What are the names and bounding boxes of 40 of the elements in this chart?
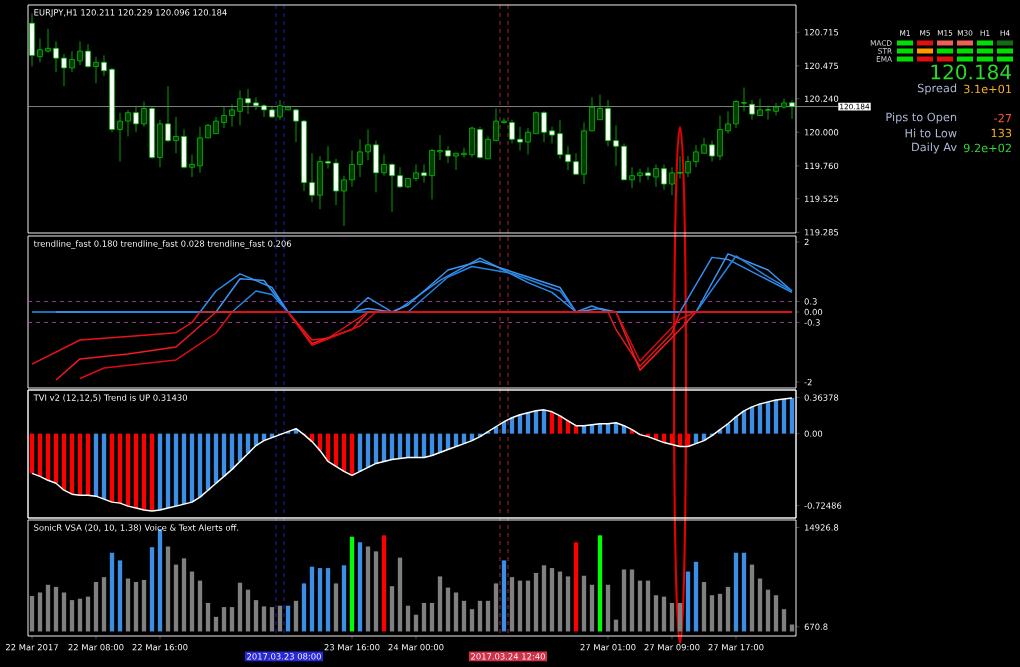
text: 120.184	[931, 64, 1011, 80]
text: Pips to Open	[886, 112, 957, 124]
x-tick-label: 22 Mar 2017	[5, 644, 58, 651]
x-tick-label: 22 Mar 16:00	[132, 644, 188, 651]
y-tick-label: 120.240	[804, 95, 839, 102]
y-tick-label: 0.36378	[804, 394, 839, 401]
y-tick-label: 2	[804, 238, 809, 246]
y-tick-label: -0.72486	[804, 502, 842, 509]
y-tick-label: 119.760	[804, 162, 839, 170]
y-tick-label: 120.475	[804, 62, 839, 70]
x-tick-label: 24 Mar 00:00	[388, 644, 444, 651]
chart-title: SonicR VSA (20, 10, 1.38) Voice & Text Alerts off.	[34, 524, 239, 532]
text: trendline_fast 0.180 trendline_fast 0.028 trendline_fast 0.206	[33, 240, 292, 249]
text: 3.1e+01	[964, 84, 1012, 94]
chart-title: EURJPY,H1 120.211 120.229 120.096 120.184	[34, 9, 227, 18]
y-tick-label: 670.8	[804, 623, 828, 630]
x-tick-label: 27 Mar 17:00	[708, 644, 764, 651]
y-tick-label: 0.00	[804, 308, 823, 316]
y-tick-label: 119.285	[804, 229, 839, 236]
text: Hi to Low	[905, 128, 957, 138]
y-tick-label: 0.00	[804, 430, 823, 437]
text: 2017.03.23 08:00	[247, 653, 321, 660]
y-tick-label: 120.715	[804, 29, 839, 36]
y-tick-label: -0.3	[804, 319, 820, 326]
y-tick-label: 14926.8	[804, 524, 839, 531]
text: 9.2e+02	[963, 143, 1011, 153]
text: 133	[991, 128, 1012, 138]
y-tick-label: -2	[804, 378, 812, 386]
text: Spread	[917, 83, 957, 95]
text: -27	[994, 113, 1012, 123]
chart-title: TVI v2 (12,12,5) Trend is UP 0.31430	[33, 394, 187, 402]
y-tick-label: 119.525	[804, 195, 839, 202]
text: 2017.03.24 12:40	[471, 653, 545, 660]
x-tick-label: 23 Mar 16:00	[324, 644, 380, 651]
x-tick-label: 27 Mar 09:00	[644, 644, 700, 651]
text: Daily Av	[912, 142, 957, 154]
y-tick-label: 0.3	[804, 298, 817, 305]
x-tick-label: 22 Mar 08:00	[68, 644, 124, 651]
y-tick-label: 120.000	[804, 129, 839, 136]
x-tick-label: 27 Mar 01:00	[580, 644, 636, 651]
